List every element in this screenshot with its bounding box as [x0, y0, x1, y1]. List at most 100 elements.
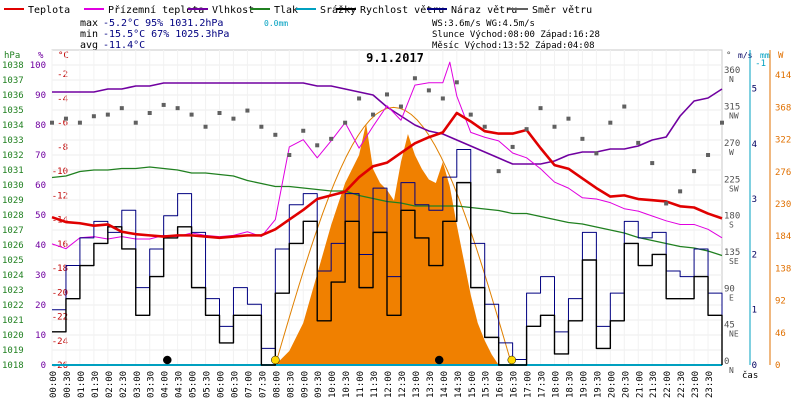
- wind-direction-point: [91, 114, 96, 119]
- time-tick-label: 13:30: [426, 371, 436, 398]
- time-axis-label: čas: [742, 370, 758, 381]
- hpa-tick-label: 1032: [2, 151, 24, 161]
- wind-direction-point: [538, 106, 543, 111]
- dir-tick-label: 45: [724, 321, 735, 331]
- wind-direction-point: [119, 106, 124, 111]
- ms-tick-label: 4: [752, 140, 757, 150]
- dir-tick-cardinal: E: [729, 293, 734, 302]
- time-tick-label: 00:00: [49, 371, 59, 398]
- dir-tick-label: 315: [724, 103, 740, 113]
- wind-direction-point: [650, 161, 655, 166]
- hpa-tick-label: 1022: [2, 301, 24, 311]
- wind-direction-point: [706, 153, 711, 157]
- dir-tick-label: 90: [724, 284, 735, 294]
- wind-direction-point: [664, 201, 669, 206]
- c-tick-label: -12: [52, 191, 68, 201]
- hpa-tick-label: 1020: [2, 331, 24, 341]
- wind-direction-point: [580, 136, 585, 141]
- wind-direction-point: [385, 92, 389, 97]
- dir-unit: °: [726, 51, 731, 61]
- c-tick-label: -8: [57, 143, 68, 153]
- time-tick-label: 19:00: [579, 371, 589, 398]
- w-tick-label: 230: [775, 200, 791, 210]
- hpa-tick-label: 1021: [2, 316, 24, 326]
- time-tick-label: 14:00: [440, 371, 450, 398]
- time-tick-label: 11:00: [356, 371, 366, 398]
- c-tick-label: -6: [57, 119, 68, 129]
- dir-tick-cardinal: S: [729, 221, 734, 230]
- dir-tick-label: 0: [724, 357, 729, 367]
- c-unit: °C: [58, 51, 69, 61]
- hpa-tick-label: 1033: [2, 136, 24, 146]
- pct-tick-label: 30: [35, 271, 46, 281]
- hpa-tick-label: 1037: [2, 76, 24, 86]
- stat-label: min: [80, 29, 98, 40]
- wind-direction-point: [161, 102, 166, 107]
- wind-direction-point: [482, 124, 487, 129]
- hpa-tick-label: 1027: [2, 226, 24, 236]
- c-tick-label: -4: [57, 94, 68, 104]
- c-tick-label: -20: [52, 288, 68, 298]
- time-tick-label: 17:00: [524, 371, 534, 398]
- time-tick-label: 04:30: [175, 371, 185, 398]
- pct-tick-label: 20: [35, 301, 46, 311]
- time-tick-label: 15:00: [468, 371, 478, 398]
- time-tick-label: 08:00: [272, 371, 282, 398]
- wind-direction-point: [77, 120, 82, 125]
- wind-direction-point: [301, 128, 306, 133]
- stat-values: -5.2°C 95% 1031.2hPa: [103, 18, 223, 29]
- series-line: [51, 111, 723, 240]
- c-tick-label: -10: [52, 167, 68, 177]
- wind-direction-point: [594, 151, 599, 156]
- time-tick-label: 15:30: [482, 371, 492, 398]
- stat-values: -15.5°C 67% 1025.3hPa: [103, 29, 229, 40]
- hpa-tick-label: 1034: [2, 121, 24, 131]
- wind-direction-point: [231, 116, 236, 121]
- ms-tick-label: -1: [755, 59, 766, 69]
- pct-tick-label: 10: [35, 331, 46, 341]
- hpa-tick-label: 1031: [2, 166, 24, 176]
- dir-tick-cardinal: NE: [729, 330, 739, 339]
- w-tick-label: 0: [775, 361, 780, 371]
- w-tick-label: 184: [775, 232, 791, 242]
- ms-tick-label: 2: [752, 250, 757, 260]
- w-tick-label: 138: [775, 264, 791, 274]
- pct-tick-label: 0: [41, 361, 46, 371]
- wind-direction-point: [412, 76, 417, 81]
- stat-values: -11.4°C: [103, 40, 145, 51]
- time-tick-label: 20:00: [607, 371, 617, 398]
- dir-tick-cardinal: N: [729, 366, 734, 375]
- time-tick-label: 06:00: [217, 371, 227, 398]
- wind-direction-point: [398, 104, 403, 109]
- time-tick-label: 12:30: [398, 371, 408, 398]
- hpa-tick-label: 1019: [2, 346, 24, 356]
- wind-direction-point: [189, 112, 194, 117]
- time-tick-label: 02:30: [119, 371, 129, 398]
- w-tick-label: 276: [775, 168, 791, 178]
- info-line: Slunce Východ:08:00 Západ:16:28: [432, 30, 600, 40]
- wind-direction-point: [357, 96, 362, 101]
- hpa-tick-label: 1023: [2, 286, 24, 296]
- hpa-unit: hPa: [4, 51, 20, 61]
- c-tick-label: -2: [57, 70, 68, 80]
- time-tick-label: 03:30: [147, 371, 157, 398]
- time-tick-label: 08:30: [286, 371, 296, 398]
- hpa-tick-label: 1026: [2, 241, 24, 251]
- legend-label: Rychlost větru: [360, 4, 444, 16]
- dir-tick-cardinal: SW: [729, 184, 739, 193]
- dir-tick-cardinal: N: [729, 75, 734, 84]
- time-tick-label: 13:00: [412, 371, 422, 398]
- wind-direction-point: [63, 116, 68, 121]
- wind-direction-point: [608, 120, 613, 125]
- c-tick-label: -24: [52, 337, 68, 347]
- hpa-tick-label: 1028: [2, 211, 24, 221]
- wind-direction-point: [217, 111, 222, 115]
- stat-label: max: [80, 18, 98, 29]
- time-tick-label: 11:30: [370, 371, 380, 398]
- time-tick-label: 06:30: [230, 371, 240, 398]
- dir-tick-label: 135: [724, 248, 740, 258]
- dir-tick-cardinal: NW: [729, 112, 739, 121]
- wind-direction-point: [343, 120, 348, 125]
- wind-direction-point: [203, 124, 208, 129]
